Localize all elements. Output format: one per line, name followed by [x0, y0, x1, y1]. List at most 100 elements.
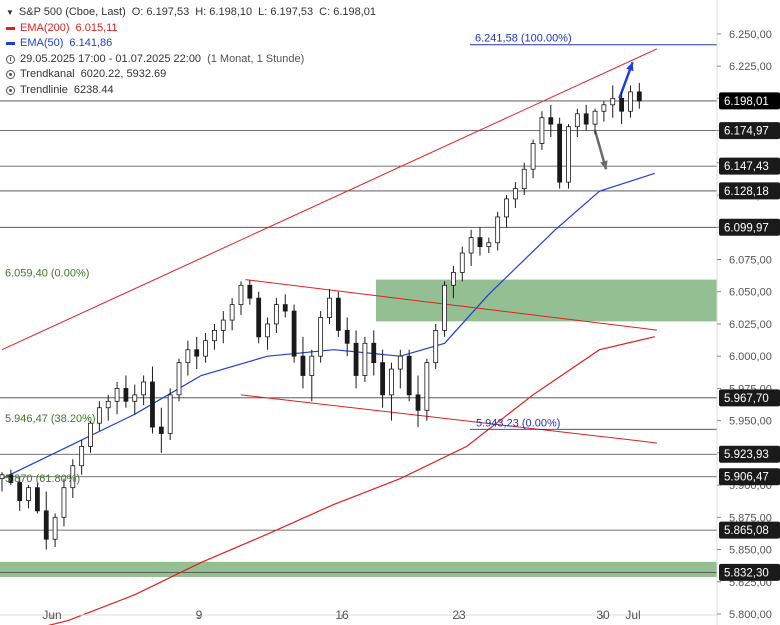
candle-body	[273, 304, 279, 325]
candle-body	[468, 237, 474, 254]
candle-body	[344, 329, 350, 344]
trendline	[245, 279, 658, 331]
candle-body	[521, 168, 527, 189]
ema50-label: EMA(50)	[20, 37, 64, 49]
candle-body	[212, 329, 217, 342]
grid-layer	[0, 100, 717, 573]
trendkanal-label: Trendkanal	[20, 68, 75, 80]
candle-body	[167, 394, 173, 434]
ema50-swatch	[6, 42, 15, 46]
price-tag	[719, 521, 780, 539]
x-tick-label: 9	[196, 608, 203, 622]
candle-body	[105, 400, 111, 409]
candle-body	[371, 342, 377, 364]
candle-body	[583, 113, 589, 125]
clock-icon	[6, 54, 15, 64]
legend-trendkanal[interactable]: Trendkanal 6020.22, 5932.69	[6, 67, 376, 83]
candle-body	[132, 394, 138, 402]
price-tag	[719, 157, 780, 175]
candle-body	[433, 329, 439, 364]
price-tag	[719, 122, 780, 140]
candle-body	[194, 349, 200, 357]
candle-body	[123, 388, 129, 402]
candle-body	[141, 381, 147, 396]
y-tick-label: 6.025,00	[729, 319, 772, 331]
candle-body	[300, 355, 306, 376]
ohlc-low: L: 6.197,53	[258, 6, 314, 18]
support-zone	[375, 279, 717, 322]
candles-layer	[0, 82, 642, 550]
candle-body	[636, 91, 642, 102]
candle-body	[88, 422, 93, 447]
candle-body	[0, 474, 5, 480]
fib-label: 6.241,58 (100.00%)	[475, 33, 572, 45]
chart-legend: ▼ S&P 500 (Cboe, Last) O: 6.197,53 H: 6.…	[6, 5, 376, 98]
price-tag-label: 5.923,93	[724, 449, 769, 461]
price-tag	[719, 389, 780, 407]
candle-body	[362, 342, 368, 376]
candle-body	[512, 188, 518, 200]
candle-body	[592, 110, 598, 125]
candle-body	[442, 284, 447, 331]
candle-body	[96, 407, 102, 424]
ohlc-high: H: 6.198,10	[195, 6, 253, 18]
fib-label: 6.059,40 (0.00%)	[5, 268, 89, 280]
price-tag-label: 5.832,30	[724, 567, 769, 579]
price-tag-label: 5.906,47	[724, 472, 769, 484]
candle-body	[539, 117, 545, 144]
legend-trendlinie[interactable]: Trendlinie 6238.44	[6, 83, 376, 99]
ema200-label: EMA(200)	[20, 21, 70, 34]
legend-ema50[interactable]: EMA(50) 6.141,86	[6, 36, 376, 52]
price-tag-label: 5.967,70	[724, 393, 769, 405]
y-tick-label: 6.250,00	[729, 29, 772, 41]
candle-body	[566, 126, 571, 183]
trendlinie-value: 6238.44	[73, 83, 114, 96]
ema200-line	[47, 336, 655, 625]
candle-body	[256, 297, 262, 338]
price-tag	[719, 182, 780, 200]
price-tag-label: 6.198,01	[724, 96, 769, 108]
legend-ema200[interactable]: EMA(200) 6.015,11	[6, 21, 376, 37]
trendline	[1, 48, 658, 351]
y-tick-label: 5.850,00	[729, 545, 772, 557]
x-tick-label: 30	[596, 608, 610, 622]
candle-body	[26, 487, 31, 501]
candle-body	[628, 91, 633, 112]
candle-body	[238, 284, 244, 306]
candle-body	[601, 104, 607, 112]
candle-body	[291, 310, 297, 357]
fib-label: 5.946,47 (38.20%)	[5, 413, 96, 425]
candle-body	[229, 304, 235, 321]
y-tick-label: 5.950,00	[729, 416, 772, 428]
candle-body	[574, 113, 580, 128]
y-tick-label: 6.000,00	[729, 351, 772, 363]
price-tag	[719, 92, 780, 110]
candle-body	[353, 342, 359, 376]
instrument-title: S&P 500 (Cboe, Last)	[18, 6, 126, 18]
candle-body	[176, 362, 182, 396]
candle-body	[619, 97, 624, 112]
price-tag-label: 6.099,97	[724, 222, 769, 234]
price-tag-label: 6.128,18	[724, 186, 769, 198]
ohlc-close: C: 6.198,01	[319, 6, 377, 18]
x-tick-label: Jul	[625, 608, 640, 622]
candle-body	[451, 271, 456, 286]
candle-body	[185, 349, 191, 364]
visibility-icon[interactable]	[6, 70, 15, 80]
candle-body	[247, 284, 253, 299]
candle-body	[335, 297, 341, 331]
candle-body	[17, 482, 23, 501]
candle-body	[380, 362, 386, 396]
trendkanal-value: 6020.22, 5932.69	[80, 68, 167, 80]
candle-body	[415, 394, 421, 411]
period-range: 29.05.2025 17:00 - 01.07.2025 22:00	[20, 52, 202, 65]
candle-body	[406, 355, 412, 396]
price-tag	[719, 218, 780, 236]
visibility-icon[interactable]	[6, 85, 15, 95]
arrow-head	[626, 62, 634, 72]
candle-body	[477, 237, 483, 247]
ohlc-open: O: 6.197,53	[131, 6, 190, 18]
chevron-down-icon[interactable]: ▼	[6, 8, 14, 17]
price-tag	[719, 468, 780, 486]
